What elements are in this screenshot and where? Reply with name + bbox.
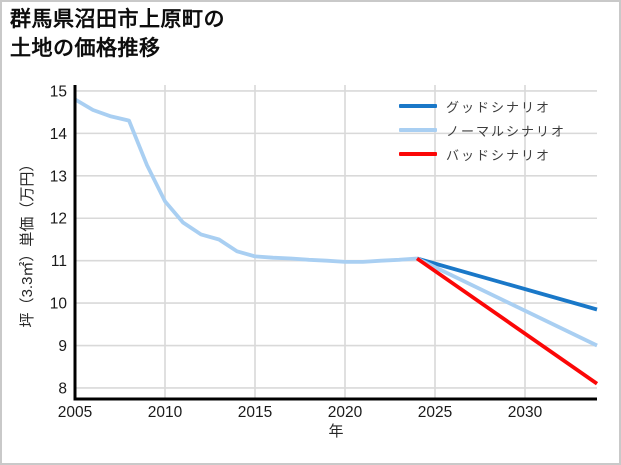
y-tick-label: 10 bbox=[50, 296, 68, 313]
chart-title-line1: 群馬県沼田市上原町の bbox=[10, 8, 225, 31]
y-axis-title: 坪（3.3㎡）単価（万円） bbox=[19, 156, 36, 328]
gridlines bbox=[75, 85, 597, 399]
series-line-forecast-normal bbox=[416, 256, 598, 348]
legend-swatch bbox=[399, 104, 437, 108]
x-tick-label: 2030 bbox=[508, 404, 543, 421]
x-tick-label: 2005 bbox=[58, 404, 92, 421]
x-tick-label: 2020 bbox=[328, 404, 363, 421]
chart-title-line2: 土地の価格推移 bbox=[10, 37, 161, 60]
legend-item-0: グッドシナリオ bbox=[399, 99, 566, 115]
x-tick-label: 2025 bbox=[418, 404, 452, 421]
y-tick-label: 14 bbox=[50, 126, 68, 143]
y-tick-label: 12 bbox=[50, 211, 67, 228]
x-tick-label: 2015 bbox=[238, 404, 272, 421]
legend-label: グッドシナリオ bbox=[446, 99, 552, 115]
y-tick-label: 9 bbox=[58, 338, 67, 355]
y-tick-label: 13 bbox=[50, 168, 67, 185]
legend-swatch bbox=[399, 152, 437, 156]
legend-item-2: バッドシナリオ bbox=[399, 147, 566, 163]
x-axis-title: 年 bbox=[328, 423, 344, 440]
legend-swatch bbox=[399, 128, 437, 132]
y-tick-label: 15 bbox=[50, 83, 67, 100]
series-line-historical bbox=[74, 97, 418, 264]
data-series bbox=[74, 97, 599, 386]
legend-item-1: ノーマルシナリオ bbox=[399, 123, 567, 139]
y-tick-label: 11 bbox=[51, 253, 67, 270]
x-tick-label: 2010 bbox=[148, 404, 183, 421]
series-line-forecast-bad bbox=[415, 256, 599, 386]
chart-title: 群馬県沼田市上原町の 土地の価格推移 bbox=[10, 5, 225, 63]
tick-labels: 8 9 10 11 12 13 14 15 2005 2010 2015 2020 2025 2030 bbox=[50, 83, 543, 421]
chart-legend: グッドシナリオ ノーマルシナリオ バッドシナリオ bbox=[399, 99, 567, 163]
series-line-forecast-good bbox=[416, 256, 598, 312]
y-tick-label: 8 bbox=[58, 380, 67, 397]
legend-label: バッドシナリオ bbox=[446, 147, 552, 163]
axes bbox=[73, 85, 597, 401]
legend-label: ノーマルシナリオ bbox=[446, 123, 567, 139]
